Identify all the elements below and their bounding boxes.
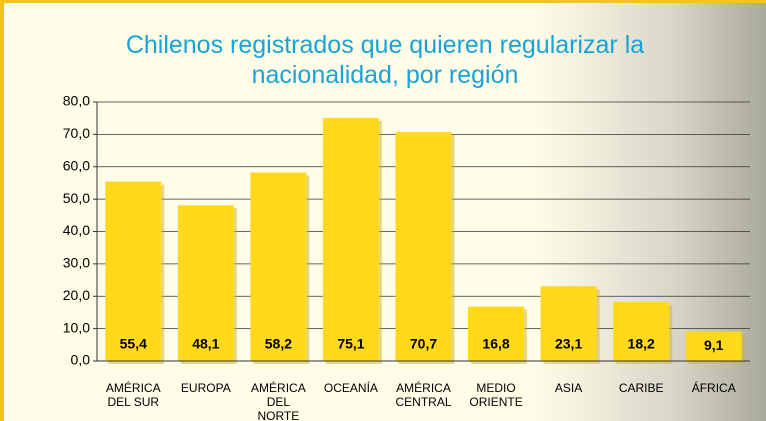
x-tick-label: OCEANÍA — [319, 381, 383, 395]
y-tick-label: 10,0 — [63, 319, 90, 335]
bar — [250, 173, 306, 361]
value-label: 55,4 — [120, 336, 147, 352]
y-tick-label: 80,0 — [63, 93, 90, 109]
value-label: 9,1 — [704, 337, 724, 353]
x-tick-label: AMÉRICA DEL NORTE — [246, 381, 310, 421]
y-tick-label: 60,0 — [63, 157, 90, 173]
x-tick-label: AMÉRICA DEL SUR — [101, 381, 165, 409]
value-label: 58,2 — [265, 336, 292, 352]
value-label: 18,2 — [628, 336, 655, 352]
chart: 0,0 10,0 20,0 30,0 40,0 50,0 60,0 70,0 80,0 55,4 4… — [0, 0, 766, 421]
value-label: 75,1 — [337, 336, 364, 352]
y-tick-label: 50,0 — [63, 190, 90, 206]
x-tick-label: CARIBE — [609, 381, 673, 395]
bar — [468, 307, 524, 361]
page: Chilenos registrados que quieren regular… — [0, 0, 766, 421]
value-label: 48,1 — [192, 336, 219, 352]
value-label: 16,8 — [482, 336, 509, 352]
y-tick-label: 40,0 — [63, 222, 90, 238]
x-tick-label: ÁFRICA — [682, 381, 746, 395]
bar — [105, 182, 161, 361]
y-tick-label: 30,0 — [63, 255, 90, 271]
bar — [396, 132, 452, 361]
value-label: 70,7 — [410, 336, 437, 352]
value-label: 23,1 — [555, 336, 582, 352]
bar — [323, 118, 379, 361]
x-tick-label: EUROPA — [174, 381, 238, 395]
y-tick-label: 70,0 — [63, 125, 90, 141]
x-tick-label: AMÉRICA CENTRAL — [392, 381, 456, 409]
y-tick-label: 0,0 — [71, 352, 91, 368]
x-tick-label: MEDIO ORIENTE — [464, 381, 528, 409]
bar — [613, 302, 669, 361]
y-tick-label: 20,0 — [63, 287, 90, 303]
x-tick-label: ASIA — [537, 381, 601, 395]
